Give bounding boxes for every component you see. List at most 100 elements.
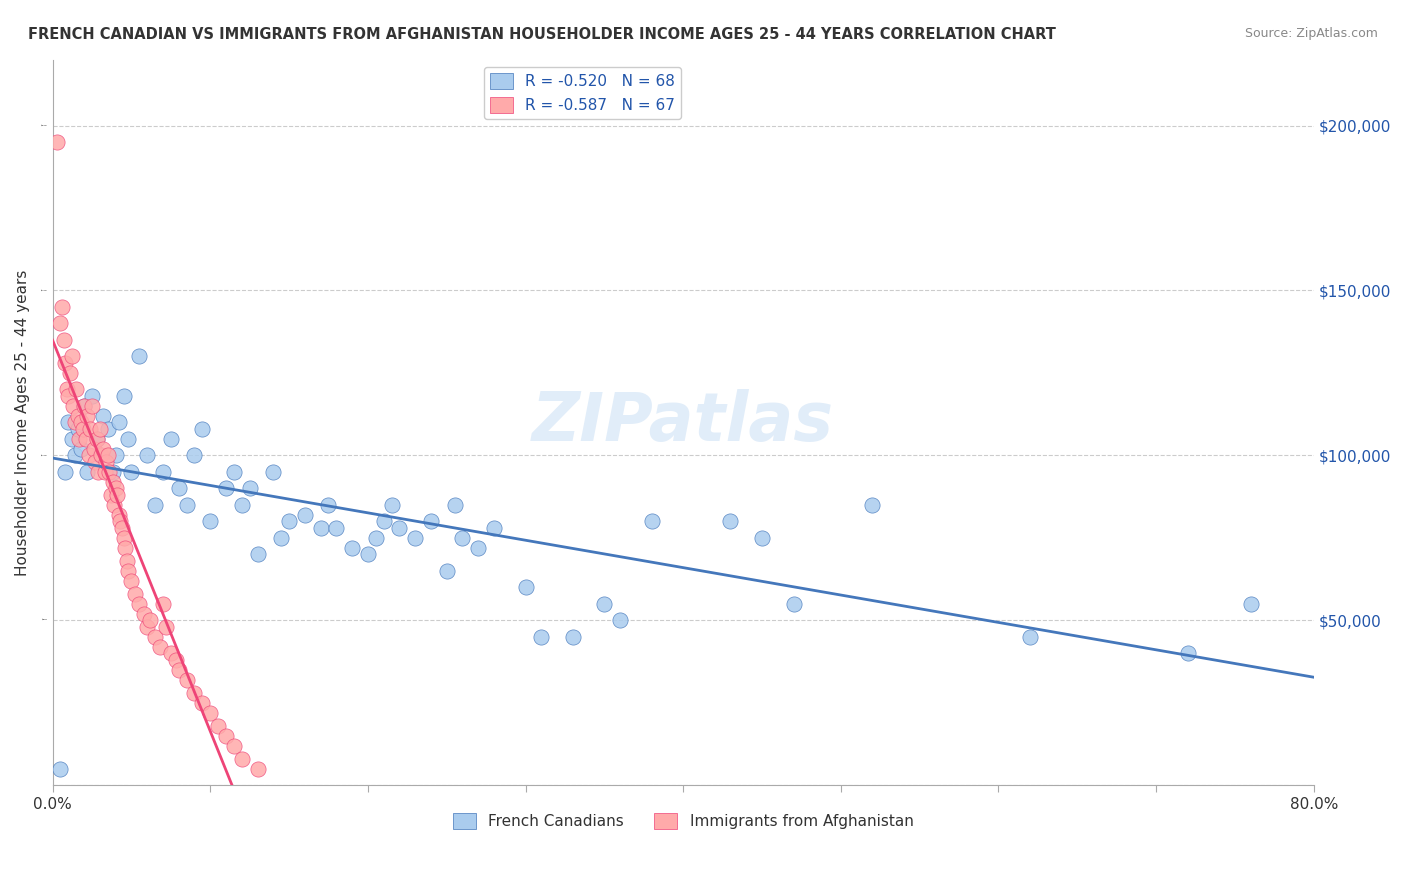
Point: [89, 422, 111, 436]
Point: [215, 481, 238, 495]
Point: [1177, 646, 1199, 660]
Point: [103, 498, 125, 512]
Point: [436, 564, 458, 578]
Point: [294, 508, 316, 522]
Point: [183, 686, 205, 700]
Point: [183, 448, 205, 462]
Point: [101, 475, 124, 489]
Point: [79, 422, 101, 436]
Point: [482, 521, 505, 535]
Point: [73, 399, 96, 413]
Point: [200, 706, 222, 720]
Point: [104, 448, 127, 462]
Point: [155, 620, 177, 634]
Point: [325, 521, 347, 535]
Point: [530, 630, 553, 644]
Point: [443, 498, 465, 512]
Point: [76, 465, 98, 479]
Point: [84, 455, 107, 469]
Point: [111, 521, 134, 535]
Point: [76, 409, 98, 423]
Point: [63, 448, 86, 462]
Point: [49, 762, 72, 776]
Point: [128, 350, 150, 364]
Point: [59, 366, 82, 380]
Point: [231, 498, 253, 512]
Point: [136, 620, 159, 634]
Point: [120, 465, 142, 479]
Point: [149, 640, 172, 654]
Point: [167, 481, 190, 495]
Point: [143, 498, 166, 512]
Point: [467, 541, 489, 555]
Point: [49, 317, 72, 331]
Point: [104, 481, 127, 495]
Point: [89, 448, 111, 462]
Point: [60, 350, 83, 364]
Point: [93, 465, 115, 479]
Point: [262, 465, 284, 479]
Point: [278, 514, 301, 528]
Point: [53, 465, 76, 479]
Point: [90, 448, 112, 462]
Point: [640, 514, 662, 528]
Legend: French Canadians, Immigrants from Afghanistan: French Canadians, Immigrants from Afghan…: [447, 807, 920, 836]
Point: [58, 415, 80, 429]
Point: [152, 597, 174, 611]
Point: [80, 389, 103, 403]
Point: [609, 613, 631, 627]
Point: [46, 135, 69, 149]
Point: [364, 531, 387, 545]
Point: [66, 422, 89, 436]
Point: [114, 541, 136, 555]
Point: [70, 415, 93, 429]
Point: [128, 597, 150, 611]
Point: [239, 481, 262, 495]
Point: [222, 739, 245, 753]
Point: [191, 422, 214, 436]
Point: [108, 415, 131, 429]
Point: [318, 498, 340, 512]
Point: [751, 531, 773, 545]
Point: [91, 442, 114, 456]
Point: [110, 514, 132, 528]
Point: [593, 597, 616, 611]
Point: [63, 415, 86, 429]
Point: [860, 498, 883, 512]
Point: [100, 488, 122, 502]
Point: [782, 597, 804, 611]
Point: [143, 630, 166, 644]
Point: [117, 564, 139, 578]
Point: [420, 514, 443, 528]
Point: [56, 383, 79, 397]
Point: [66, 409, 89, 423]
Point: [136, 448, 159, 462]
Point: [108, 508, 131, 522]
Point: [70, 442, 93, 456]
Point: [75, 432, 97, 446]
Point: [231, 752, 253, 766]
Point: [86, 432, 108, 446]
Point: [222, 465, 245, 479]
Point: [98, 465, 121, 479]
Point: [176, 498, 198, 512]
Point: [176, 673, 198, 687]
Point: [404, 531, 426, 545]
Point: [167, 663, 190, 677]
Point: [388, 521, 411, 535]
Point: [115, 554, 138, 568]
Point: [83, 442, 105, 456]
Point: [112, 389, 135, 403]
Point: [720, 514, 742, 528]
Point: [1019, 630, 1042, 644]
Point: [91, 409, 114, 423]
Point: [207, 719, 229, 733]
Text: FRENCH CANADIAN VS IMMIGRANTS FROM AFGHANISTAN HOUSEHOLDER INCOME AGES 25 - 44 Y: FRENCH CANADIAN VS IMMIGRANTS FROM AFGHA…: [28, 27, 1056, 42]
Point: [451, 531, 474, 545]
Point: [97, 448, 120, 462]
Point: [160, 432, 183, 446]
Point: [160, 646, 183, 660]
Point: [380, 498, 402, 512]
Point: [1240, 597, 1263, 611]
Y-axis label: Householder Income Ages 25 - 44 years: Householder Income Ages 25 - 44 years: [15, 269, 30, 575]
